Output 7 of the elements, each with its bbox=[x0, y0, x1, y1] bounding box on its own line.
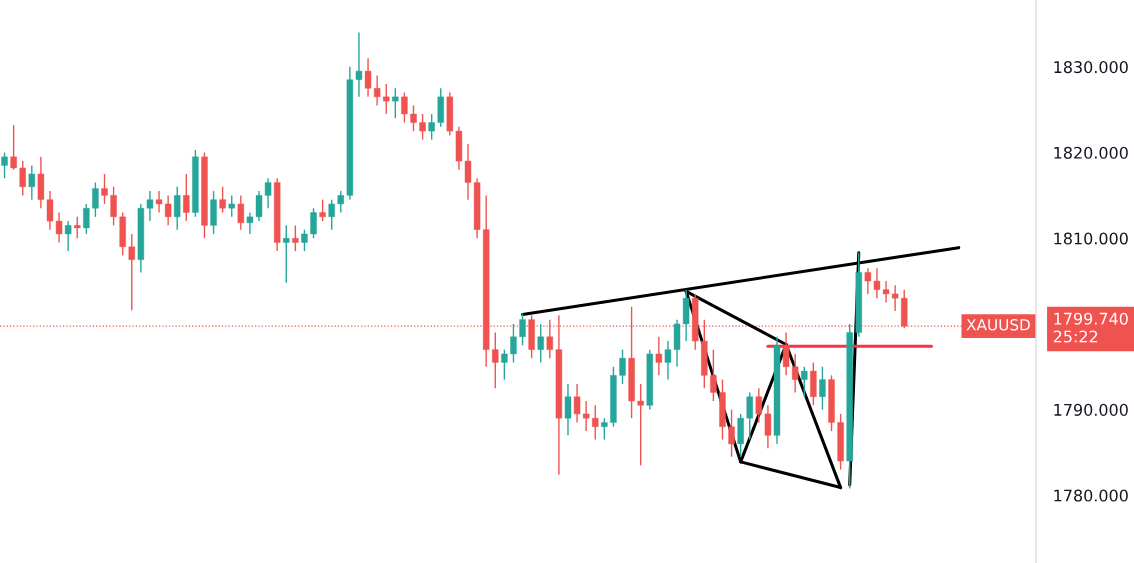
ref-line-label: XAUUSD bbox=[966, 319, 1030, 331]
y-tick-label: 1820.000 bbox=[1054, 146, 1128, 159]
y-tick-label: 1810.000 bbox=[1054, 232, 1128, 245]
y-tick-label: 1790.000 bbox=[1054, 403, 1128, 416]
y-tick-label: 1799.740 25:22 bbox=[1053, 312, 1128, 343]
y-tick-label: 1830.000 bbox=[1054, 61, 1128, 74]
y-tick-label: 1780.000 bbox=[1054, 489, 1128, 502]
